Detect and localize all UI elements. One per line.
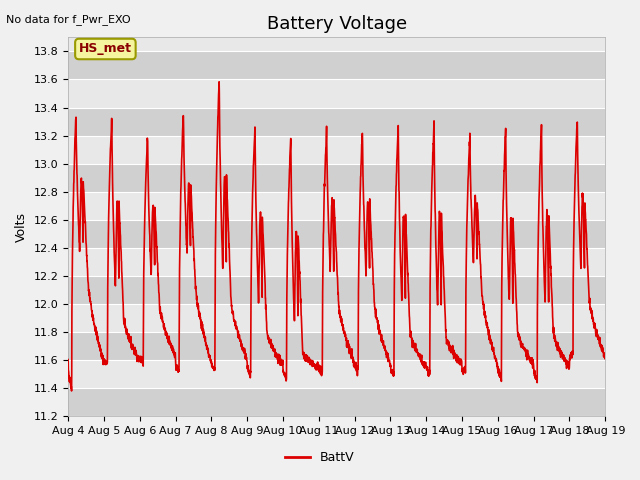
Text: No data for f_Pwr_EXO: No data for f_Pwr_EXO bbox=[6, 14, 131, 25]
Bar bbox=[68, 108, 605, 136]
Bar bbox=[68, 276, 605, 304]
Bar bbox=[68, 220, 605, 248]
Title: Battery Voltage: Battery Voltage bbox=[267, 15, 407, 33]
Y-axis label: Volts: Volts bbox=[15, 212, 28, 242]
Bar bbox=[68, 388, 605, 417]
Bar bbox=[68, 332, 605, 360]
Bar bbox=[68, 164, 605, 192]
Legend: BattV: BattV bbox=[280, 446, 360, 469]
Text: HS_met: HS_met bbox=[79, 43, 132, 56]
Bar bbox=[68, 51, 605, 80]
